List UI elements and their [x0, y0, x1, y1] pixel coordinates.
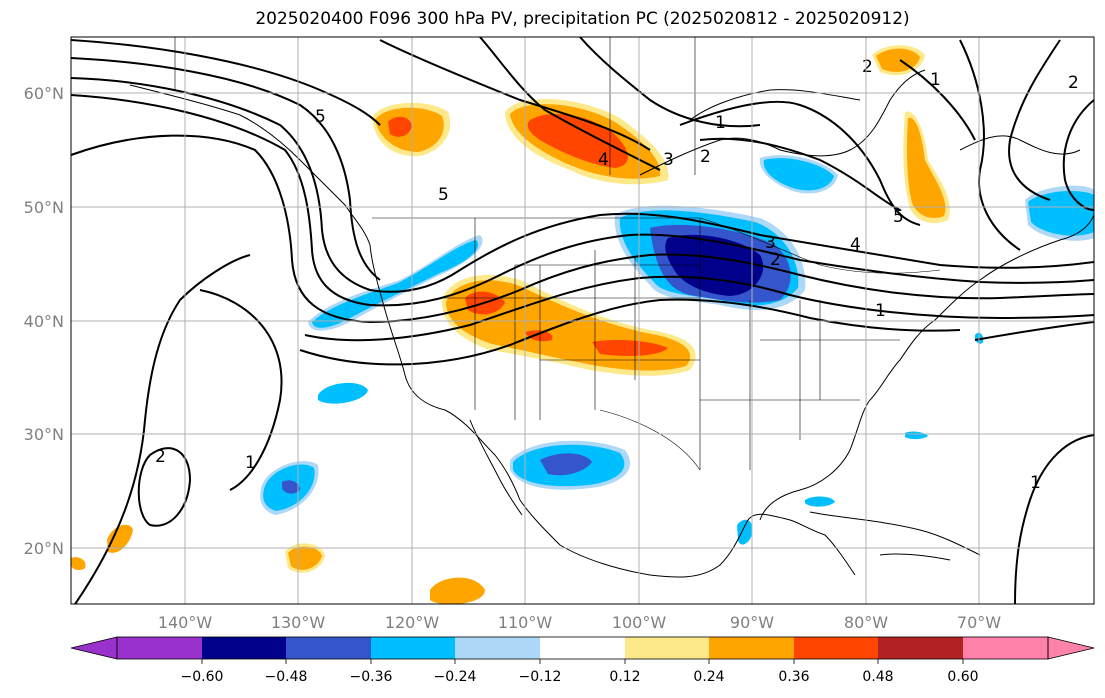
precip-anomaly-fill — [71, 45, 1094, 604]
map-frame — [70, 36, 1095, 605]
pv-contour-labels: 5 5 4 3 2 1 2 1 1 2 5 4 3 2 1 2 1 — [155, 57, 1079, 493]
map-title: 2025020400 F096 300 hPa PV, precipitatio… — [255, 9, 910, 29]
colorbar-tick-label: 0.36 — [778, 669, 809, 685]
contour-label: 3 — [765, 233, 776, 253]
lat-label-40n: 40°N — [24, 312, 64, 331]
lon-label-130w: 130°W — [271, 613, 326, 632]
contour-label: 5 — [438, 185, 449, 205]
lon-label-100w: 100°W — [612, 613, 667, 632]
colorbar-segment — [117, 637, 202, 659]
contour-label: 2 — [862, 57, 873, 77]
colorbar-segment — [625, 637, 709, 659]
colorbar-tick-label: 0.24 — [693, 669, 724, 685]
colorbar: −0.60 −0.48 −0.36 −0.24 −0.12 0.12 0.24 … — [70, 636, 1095, 685]
lat-label-20n: 20°N — [24, 539, 64, 558]
colorbar-tick-label: −0.12 — [519, 669, 562, 685]
lon-label-80w: 80°W — [844, 613, 888, 632]
contour-label: 2 — [155, 447, 166, 467]
pv-contour-lines — [71, 37, 1094, 604]
state-border-lines — [174, 37, 941, 471]
colorbar-frame — [116, 636, 1049, 660]
longitude-labels: 140°W 130°W 120°W 110°W 100°W 90°W 80°W … — [158, 613, 1001, 632]
colorbar-tick-label: 0.48 — [862, 669, 893, 685]
colorbar-tick-label: −0.60 — [181, 669, 224, 685]
contour-label: 2 — [700, 147, 711, 167]
contour-label: 1 — [1030, 473, 1041, 493]
colorbar-segment — [878, 637, 963, 659]
colorbar-tick-label: −0.36 — [350, 669, 393, 685]
colorbar-segment — [540, 637, 625, 659]
coastline-lines — [129, 69, 1094, 578]
lon-label-120w: 120°W — [385, 613, 440, 632]
contour-label: 2 — [1068, 73, 1079, 93]
contour-label: 4 — [850, 235, 861, 255]
graticule-lines — [71, 37, 1094, 604]
map-plot-area: 5 5 4 3 2 1 2 1 1 2 5 4 3 2 1 2 1 — [71, 37, 1094, 604]
lat-label-60n: 60°N — [24, 84, 64, 103]
colorbar-tick-label: 0.12 — [609, 669, 640, 685]
contour-label: 1 — [715, 113, 726, 133]
lon-label-110w: 110°W — [498, 613, 553, 632]
contour-label: 1 — [875, 301, 886, 321]
lat-label-50n: 50°N — [24, 198, 64, 217]
contour-label: 2 — [770, 250, 781, 270]
contour-label: 5 — [315, 107, 326, 127]
colorbar-segment — [709, 637, 794, 659]
lon-label-70w: 70°W — [957, 613, 1001, 632]
contour-label: 5 — [893, 207, 904, 227]
contour-label: 1 — [930, 70, 941, 90]
colorbar-arrow-left — [70, 636, 118, 660]
contour-label: 1 — [245, 453, 256, 473]
colorbar-segment — [455, 637, 540, 659]
latitude-labels: 60°N 50°N 40°N 30°N 20°N — [24, 84, 64, 558]
colorbar-segment — [963, 637, 1048, 659]
colorbar-tick-label: −0.48 — [265, 669, 308, 685]
lon-label-140w: 140°W — [158, 613, 213, 632]
lon-label-90w: 90°W — [730, 613, 774, 632]
colorbar-segment — [794, 637, 878, 659]
colorbar-segment — [286, 637, 371, 659]
colorbar-segment — [202, 637, 286, 659]
contour-label: 4 — [598, 150, 609, 170]
colorbar-tick-label: −0.24 — [434, 669, 477, 685]
colorbar-tick-label: 0.60 — [947, 669, 978, 685]
lat-label-30n: 30°N — [24, 425, 64, 444]
contour-label: 3 — [663, 150, 674, 170]
colorbar-arrow-right — [1047, 636, 1095, 660]
colorbar-segment — [371, 637, 455, 659]
